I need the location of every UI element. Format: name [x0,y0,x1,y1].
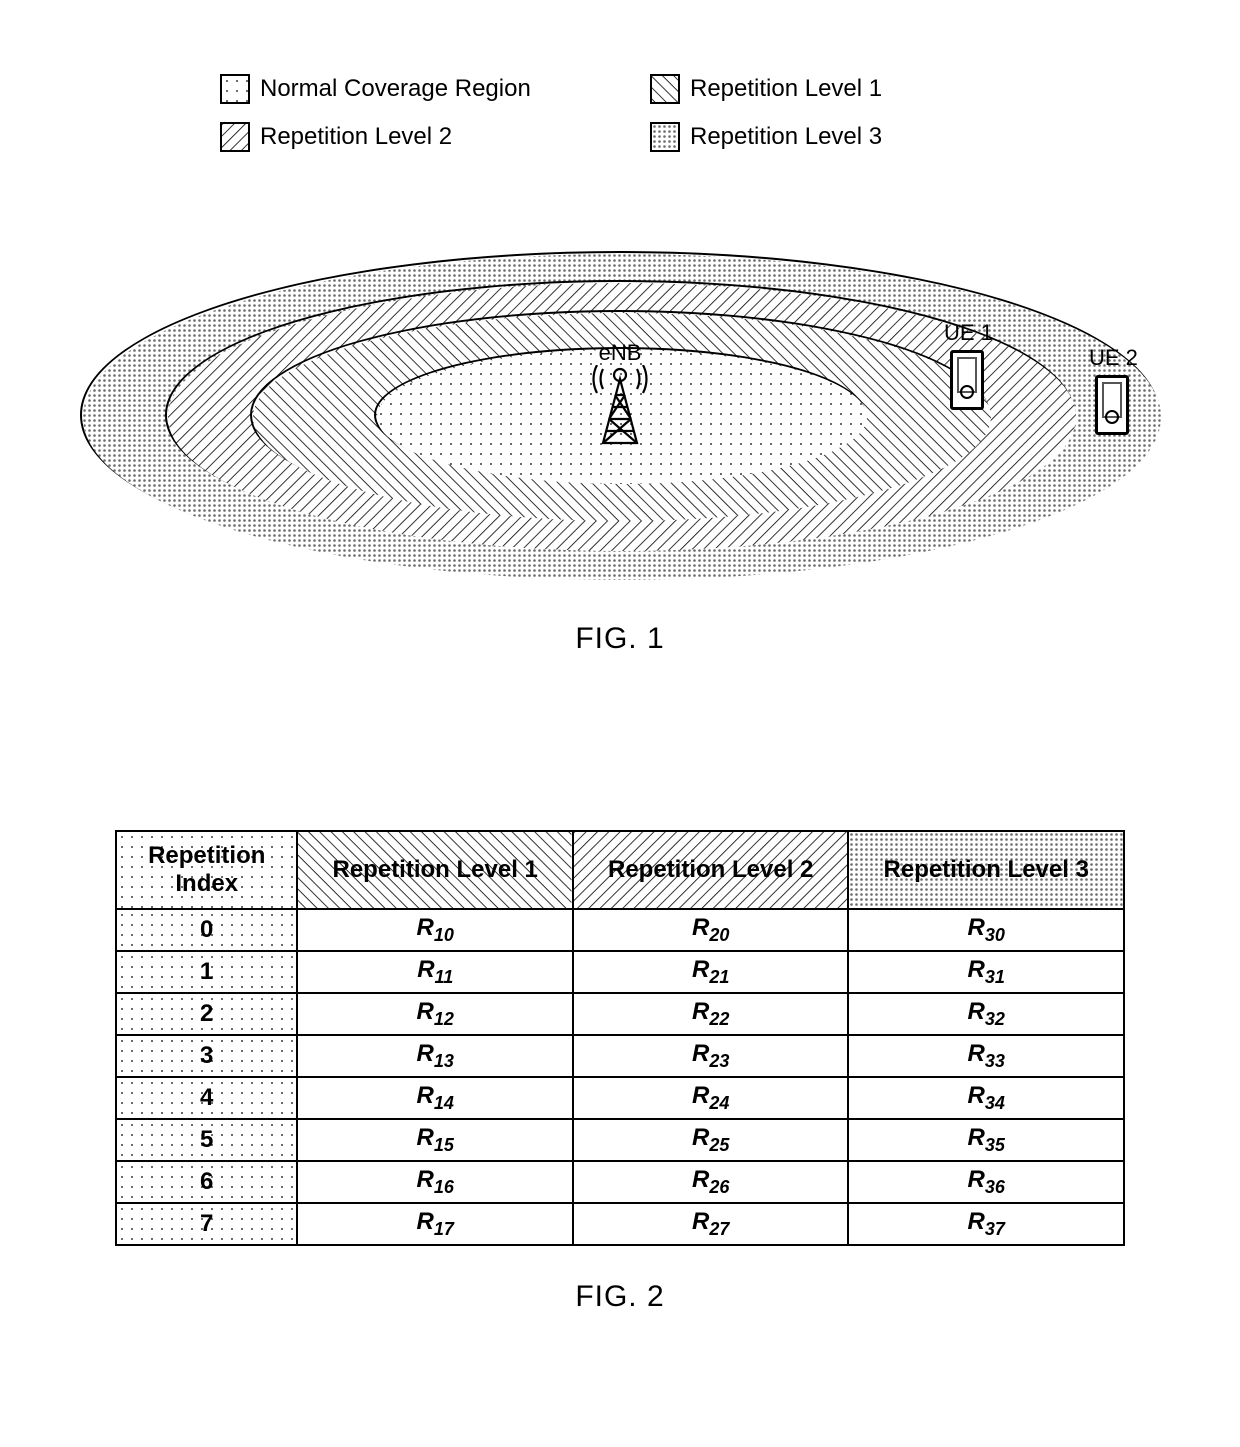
table-row: 4 R14R24R34 [116,1077,1124,1119]
table-cell: R17 [297,1203,573,1245]
table-row: 3 R13R23R33 [116,1035,1124,1077]
table-cell-value: 7 [200,1210,213,1237]
table-cell-index: 4 [116,1077,297,1119]
table-cell: R26 [573,1161,849,1203]
table-cell: R11 [297,951,573,993]
figure-1: eNB UE 1 UE 2 [80,245,1160,585]
legend-label: Repetition Level 2 [260,123,452,151]
table-cell: R14 [297,1077,573,1119]
table-cell-index: 7 [116,1203,297,1245]
legend-item: Repetition Level 2 [220,122,590,152]
legend: Normal Coverage Region Repetition Level 1… [220,74,1020,152]
table-row: 1 R11R21R31 [116,951,1124,993]
table-header-label: Repetition Level 2 [608,856,813,883]
table-cell: R21 [573,951,849,993]
table-cell: R35 [848,1119,1124,1161]
legend-item: Repetition Level 3 [650,122,1020,152]
table-cell: R16 [297,1161,573,1203]
table-cell-value: 2 [200,1000,213,1027]
figure-2-caption: FIG. 2 [0,1280,1240,1314]
table-cell-value: 1 [200,958,213,985]
legend-label: Repetition Level 1 [690,75,882,103]
enb-tower-icon [585,365,655,445]
table-cell: R25 [573,1119,849,1161]
table-row: 0 R10R20R30 [116,909,1124,951]
legend-label: Repetition Level 3 [690,123,882,151]
table-row: 6 R16R26R36 [116,1161,1124,1203]
table-header-label: Repetition Level 1 [333,856,538,883]
figure-2: RepetitionIndex Repetition Level 1 Repetit… [115,830,1125,1246]
legend-swatch [220,122,250,152]
table-cell: R22 [573,993,849,1035]
table-cell: R34 [848,1077,1124,1119]
table-header: Repetition Level 3 [848,831,1124,909]
table-cell: R37 [848,1203,1124,1245]
table-cell-index: 6 [116,1161,297,1203]
table-header: Repetition Level 1 [297,831,573,909]
legend-swatch [650,122,680,152]
table-cell: R24 [573,1077,849,1119]
table-row: 5 R15R25R35 [116,1119,1124,1161]
table-cell: R15 [297,1119,573,1161]
table-cell: R36 [848,1161,1124,1203]
table-cell-value: 5 [200,1126,213,1153]
table-cell-value: 3 [200,1042,213,1069]
legend-swatch [220,74,250,104]
table-cell: R30 [848,909,1124,951]
table-cell-index: 3 [116,1035,297,1077]
table-row: 7 R17R27R37 [116,1203,1124,1245]
ue-label: UE 1 [944,320,993,346]
table-cell: R10 [297,909,573,951]
table-cell: R12 [297,993,573,1035]
table-cell-value: 0 [200,916,213,943]
table-cell-value: 6 [200,1168,213,1195]
table-cell: R23 [573,1035,849,1077]
table-header-label: Repetition Level 3 [884,856,1089,883]
table-row: 2 R12R22R32 [116,993,1124,1035]
table-cell: R32 [848,993,1124,1035]
repetition-table: RepetitionIndex Repetition Level 1 Repetit… [115,830,1125,1246]
table-cell-index: 0 [116,909,297,951]
legend-item: Repetition Level 1 [650,74,1020,104]
enb-label: eNB [599,340,642,366]
ue-label: UE 2 [1089,345,1138,371]
table-cell: R33 [848,1035,1124,1077]
table-header: Repetition Level 2 [573,831,849,909]
table-cell: R27 [573,1203,849,1245]
ue-device-icon [1095,375,1129,435]
table-cell: R31 [848,951,1124,993]
table-cell-index: 2 [116,993,297,1035]
table-cell-index: 5 [116,1119,297,1161]
ue-device-icon [950,350,984,410]
legend-swatch [650,74,680,104]
table-cell-value: 4 [200,1084,213,1111]
table-header-row: RepetitionIndex Repetition Level 1 Repetit… [116,831,1124,909]
figure-1-caption: FIG. 1 [0,622,1240,656]
table-header: RepetitionIndex [116,831,297,909]
table-cell: R13 [297,1035,573,1077]
table-cell: R20 [573,909,849,951]
legend-item: Normal Coverage Region [220,74,590,104]
legend-label: Normal Coverage Region [260,75,531,103]
table-cell-index: 1 [116,951,297,993]
